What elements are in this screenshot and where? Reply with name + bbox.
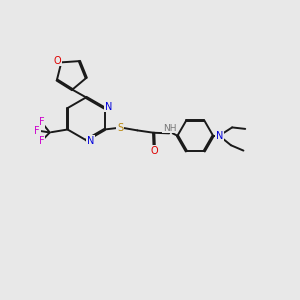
- Text: F: F: [34, 126, 40, 136]
- Text: F: F: [39, 136, 44, 146]
- Text: S: S: [117, 123, 123, 133]
- Text: N: N: [216, 131, 223, 141]
- Text: N: N: [105, 102, 112, 112]
- Text: O: O: [151, 146, 158, 156]
- Text: N: N: [87, 136, 94, 146]
- Text: NH: NH: [163, 124, 176, 133]
- Text: F: F: [39, 117, 44, 127]
- Text: O: O: [54, 56, 62, 66]
